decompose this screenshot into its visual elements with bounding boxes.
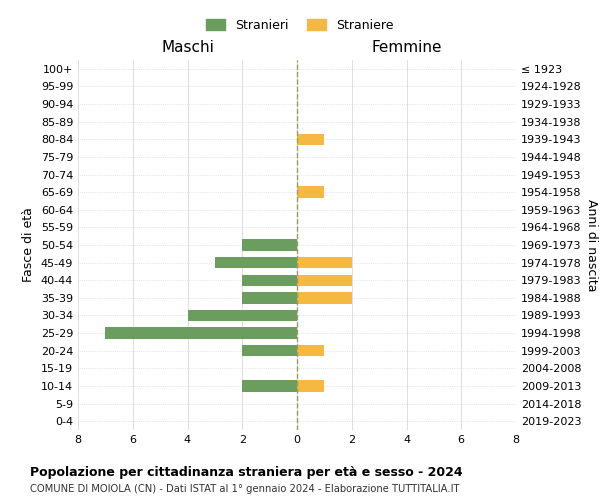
Bar [242, 274, 297, 286]
Bar [187, 310, 297, 321]
Text: COMUNE DI MOIOLA (CN) - Dati ISTAT al 1° gennaio 2024 - Elaborazione TUTTITALIA.: COMUNE DI MOIOLA (CN) - Dati ISTAT al 1°… [30, 484, 460, 494]
Bar [242, 240, 297, 250]
Legend: Stranieri, Straniere: Stranieri, Straniere [202, 14, 398, 37]
Y-axis label: Anni di nascita: Anni di nascita [585, 198, 598, 291]
Bar [297, 257, 352, 268]
Bar [297, 134, 325, 145]
Bar [297, 345, 325, 356]
Bar [297, 380, 325, 392]
Bar [242, 345, 297, 356]
Bar [215, 257, 297, 268]
Text: Popolazione per cittadinanza straniera per età e sesso - 2024: Popolazione per cittadinanza straniera p… [30, 466, 463, 479]
Bar [106, 328, 297, 339]
Bar [297, 186, 325, 198]
Bar [297, 274, 352, 286]
Bar [297, 292, 352, 304]
Bar [242, 292, 297, 304]
Bar [242, 380, 297, 392]
Y-axis label: Fasce di età: Fasce di età [22, 208, 35, 282]
